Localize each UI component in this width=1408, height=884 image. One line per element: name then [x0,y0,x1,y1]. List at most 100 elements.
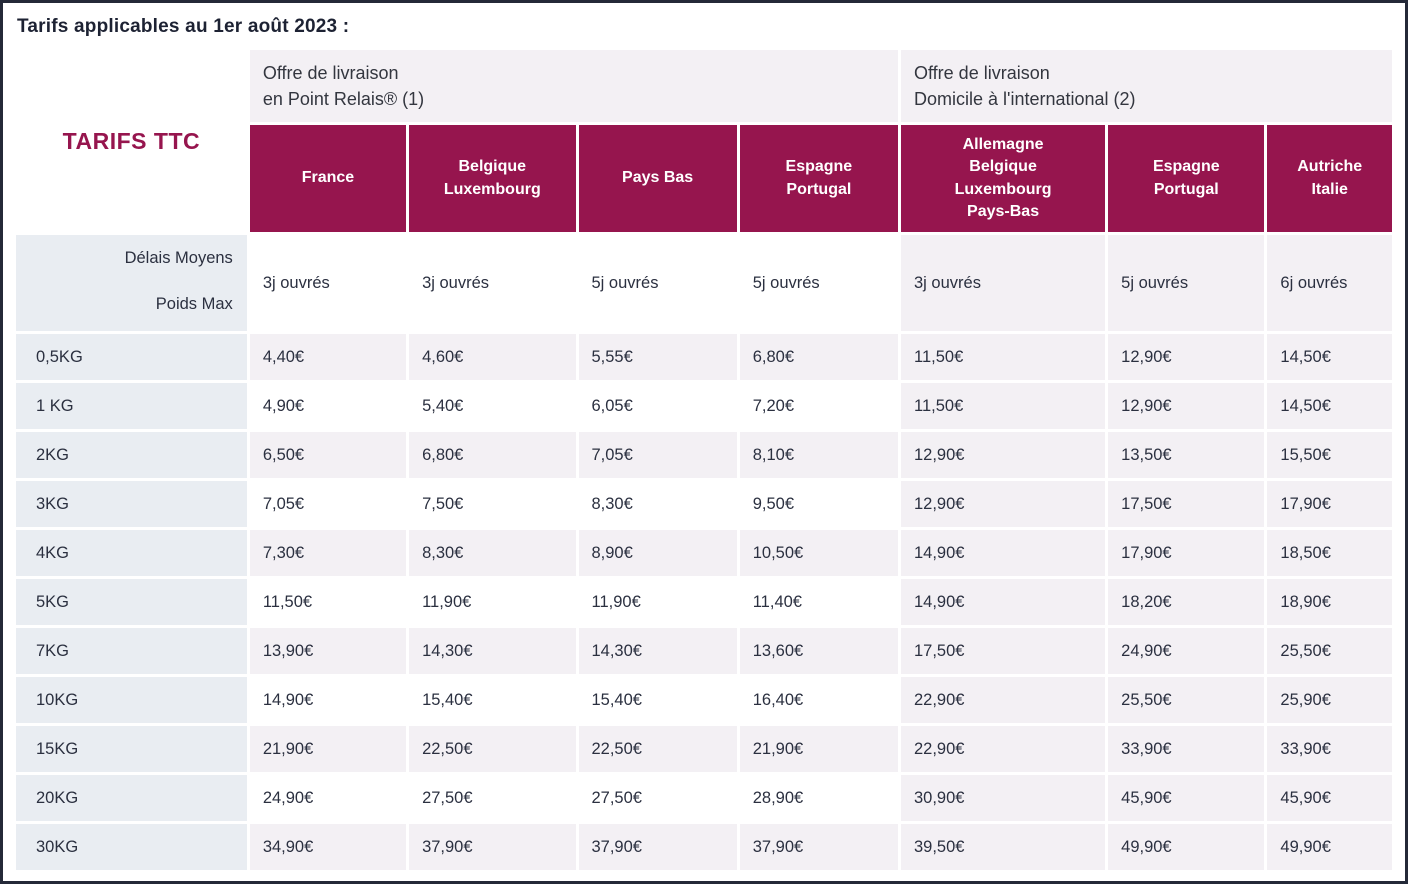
column-header: Belgique Luxembourg [409,125,576,233]
group-header-domicile-international: Offre de livraison Domicile à l'internat… [901,50,1392,123]
price-cell: 24,90€ [1108,628,1265,675]
weight-cell: 0,5KG [16,334,247,381]
price-cell: 16,40€ [739,677,898,724]
table-row: 0,5KG 4,40€ 4,60€ 5,55€ 6,80€ 11,50€ 12,90€ 14,… [16,334,1392,381]
price-cell: 6,80€ [739,334,898,381]
delay-cell: 6j ouvrés [1267,235,1392,332]
delay-cell: 5j ouvrés [578,235,737,332]
weight-cell: 5KG [16,579,247,626]
price-cell: 18,20€ [1108,579,1265,626]
column-header: Espagne Portugal [1108,125,1265,233]
price-cell: 39,50€ [901,824,1106,871]
weight-cell: 30KG [16,824,247,871]
price-cell: 15,50€ [1267,432,1392,479]
price-cell: 8,90€ [578,530,737,577]
table-row: 10KG 14,90€ 15,40€ 15,40€ 16,40€ 22,90€ 25,50€… [16,677,1392,724]
price-cell: 15,40€ [578,677,737,724]
table-row: 3KG 7,05€ 7,50€ 8,30€ 9,50€ 12,90€ 17,50€ 17,90… [16,481,1392,528]
column-header: France [249,125,407,233]
price-cell: 17,50€ [1108,481,1265,528]
price-cell: 14,50€ [1267,383,1392,430]
column-header: Autriche Italie [1267,125,1392,233]
price-cell: 17,50€ [901,628,1106,675]
price-cell: 45,90€ [1267,775,1392,822]
weight-cell: 3KG [16,481,247,528]
price-cell: 4,40€ [249,334,407,381]
price-cell: 22,50€ [578,726,737,773]
price-cell: 18,50€ [1267,530,1392,577]
table-row: 20KG 24,90€ 27,50€ 27,50€ 28,90€ 30,90€ 45,90€… [16,775,1392,822]
price-cell: 10,50€ [739,530,898,577]
page-title: Tarifs applicables au 1er août 2023 : [17,16,350,37]
weight-cell: 10KG [16,677,247,724]
price-cell: 4,90€ [249,383,407,430]
price-cell: 37,90€ [739,824,898,871]
weight-cell: 2KG [16,432,247,479]
delay-cell: 3j ouvrés [409,235,576,332]
price-cell: 13,50€ [1108,432,1265,479]
price-cell: 33,90€ [1108,726,1265,773]
price-cell: 12,90€ [1108,383,1265,430]
tarifs-page: Tarifs applicables au 1er août 2023 : TA… [3,3,1405,873]
price-cell: 9,50€ [739,481,898,528]
price-cell: 8,30€ [578,481,737,528]
weight-cell: 4KG [16,530,247,577]
table-row: 5KG 11,50€ 11,90€ 11,90€ 11,40€ 14,90€ 18,20€ 1… [16,579,1392,626]
price-cell: 6,50€ [249,432,407,479]
table-row: 4KG 7,30€ 8,30€ 8,90€ 10,50€ 14,90€ 17,90€ 18,5… [16,530,1392,577]
price-cell: 8,10€ [739,432,898,479]
price-cell: 13,90€ [249,628,407,675]
price-cell: 21,90€ [249,726,407,773]
table-row: 2KG 6,50€ 6,80€ 7,05€ 8,10€ 12,90€ 13,50€ 15,50… [16,432,1392,479]
price-cell: 14,90€ [901,530,1106,577]
price-cell: 24,90€ [249,775,407,822]
column-header: Pays Bas [578,125,737,233]
price-cell: 14,30€ [578,628,737,675]
weight-cell: 20KG [16,775,247,822]
price-cell: 33,90€ [1267,726,1392,773]
price-cell: 12,90€ [901,432,1106,479]
group-header-point-relais: Offre de livraison en Point Relais® (1) [249,50,898,123]
delay-cell: 3j ouvrés [249,235,407,332]
country-header-row: France Belgique Luxembourg Pays Bas Espagne… [16,125,1392,233]
price-cell: 21,90€ [739,726,898,773]
weight-cell: 7KG [16,628,247,675]
price-cell: 22,50€ [409,726,576,773]
price-cell: 5,40€ [409,383,576,430]
price-cell: 11,50€ [901,334,1106,381]
price-cell: 22,90€ [901,677,1106,724]
price-cell: 11,90€ [578,579,737,626]
price-cell: 7,30€ [249,530,407,577]
price-cell: 49,90€ [1267,824,1392,871]
price-cell: 49,90€ [1108,824,1265,871]
price-cell: 30,90€ [901,775,1106,822]
price-cell: 34,90€ [249,824,407,871]
price-cell: 14,90€ [249,677,407,724]
price-cell: 17,90€ [1267,481,1392,528]
price-cell: 15,40€ [409,677,576,724]
price-cell: 17,90€ [1108,530,1265,577]
table-row: 7KG 13,90€ 14,30€ 14,30€ 13,60€ 17,50€ 24,90€ 2… [16,628,1392,675]
group-header-row: TARIFS TTC Offre de livraison en Point R… [16,50,1392,233]
price-cell: 11,50€ [249,579,407,626]
price-cell: 12,90€ [1108,334,1265,381]
tarifs-table: TARIFS TTC Offre de livraison en Point R… [13,47,1395,873]
price-cell: 5,55€ [578,334,737,381]
price-cell: 4,60€ [409,334,576,381]
price-cell: 11,40€ [739,579,898,626]
price-cell: 14,30€ [409,628,576,675]
price-cell: 7,50€ [409,481,576,528]
corner-title: TARIFS TTC [16,50,247,233]
price-cell: 7,05€ [578,432,737,479]
column-header: Espagne Portugal [739,125,898,233]
price-cell: 27,50€ [578,775,737,822]
price-cell: 12,90€ [901,481,1106,528]
weight-cell: 1 KG [16,383,247,430]
delay-label-line1: Délais Moyens [124,249,233,268]
price-cell: 6,80€ [409,432,576,479]
price-cell: 22,90€ [901,726,1106,773]
price-cell: 18,90€ [1267,579,1392,626]
table-row: 15KG 21,90€ 22,50€ 22,50€ 21,90€ 22,90€ 33,90€… [16,726,1392,773]
price-cell: 37,90€ [578,824,737,871]
price-cell: 37,90€ [409,824,576,871]
